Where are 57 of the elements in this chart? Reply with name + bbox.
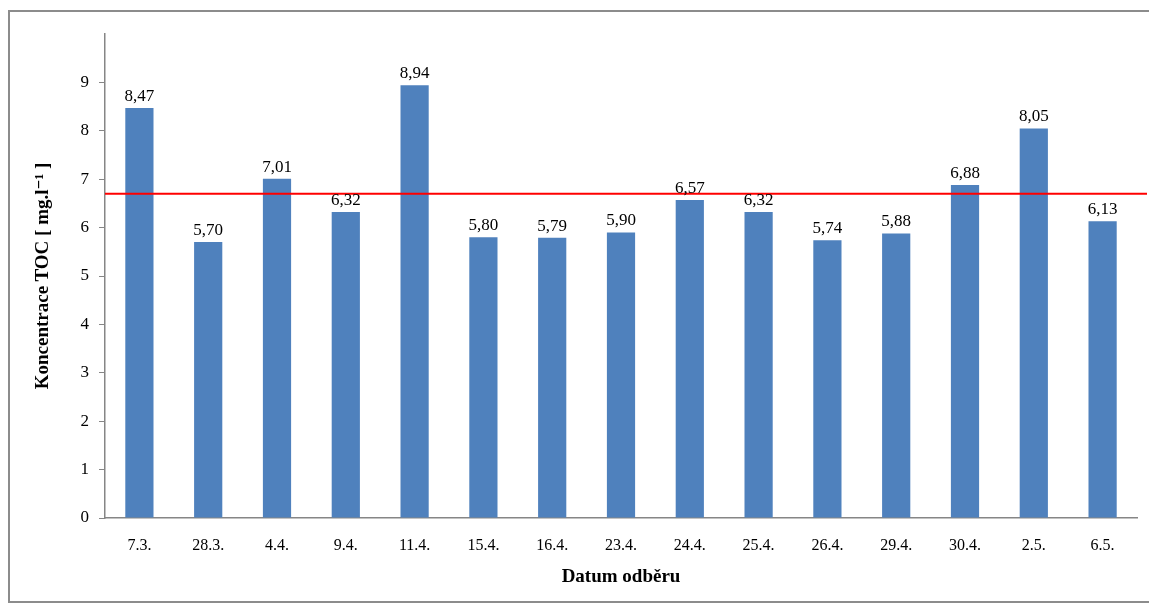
- y-tick-label: 3: [80, 362, 89, 382]
- x-tick-label: 26.4.: [811, 535, 844, 553]
- data-label: 6,13: [1087, 199, 1118, 219]
- bar: [1088, 221, 1117, 518]
- y-tick-label: 2: [80, 410, 89, 430]
- bar: [675, 200, 704, 518]
- data-label: 5,80: [468, 215, 499, 235]
- y-tick-label: 9: [80, 71, 89, 91]
- bar: [331, 212, 360, 518]
- data-label: 5,88: [881, 211, 912, 231]
- data-label: 5,90: [606, 210, 636, 230]
- x-tick-label: 9.4.: [333, 535, 358, 553]
- bar: [400, 85, 429, 518]
- data-label: 6,32: [330, 190, 361, 210]
- bar: [469, 237, 498, 518]
- y-tick-label: 0: [80, 507, 89, 527]
- bar: [194, 242, 223, 518]
- x-tick-label: 24.4.: [673, 535, 706, 553]
- data-label: 8,94: [399, 63, 430, 83]
- y-tick-label: 6: [80, 217, 89, 237]
- x-tick-label: 30.4.: [949, 535, 981, 553]
- x-tick-label: 6.5.: [1090, 535, 1115, 553]
- y-tick-label: 4: [80, 313, 90, 333]
- data-label: 8,05: [1018, 106, 1049, 126]
- x-tick-label: 11.4.: [398, 535, 431, 553]
- x-tick-label: 25.4.: [742, 535, 775, 553]
- data-label: 6,32: [743, 190, 774, 210]
- x-tick-label: 4.4.: [265, 535, 289, 553]
- x-tick-label: 29.4.: [880, 535, 913, 553]
- data-label: 5,79: [537, 215, 568, 235]
- x-tick-label: 15.4.: [467, 535, 500, 553]
- x-tick-label: 23.4.: [605, 535, 637, 553]
- data-label: 7,01: [262, 156, 292, 176]
- bar: [1019, 128, 1048, 518]
- x-tick-label: 28.3.: [192, 535, 225, 553]
- data-label: 8,47: [124, 86, 155, 106]
- data-label: 6,57: [674, 177, 706, 197]
- data-label: 5,70: [193, 220, 224, 240]
- y-axis-title: Koncentrace TOC [ mg.l⁻¹ ]: [31, 162, 53, 390]
- x-tick-label: 7.3.: [127, 535, 152, 553]
- bar: [262, 178, 292, 518]
- y-tick-label: 8: [80, 120, 89, 140]
- bar: [813, 240, 842, 518]
- bar: [125, 108, 154, 518]
- y-tick-label: 1: [80, 459, 89, 479]
- x-tick-label: 16.4.: [536, 535, 569, 553]
- y-tick-label: 5: [80, 265, 89, 285]
- bar: [538, 237, 567, 518]
- data-label: 6,88: [950, 162, 980, 182]
- bar: [744, 212, 773, 518]
- bar: [606, 232, 636, 518]
- bar: [882, 233, 911, 518]
- data-label: 5,74: [812, 218, 843, 238]
- y-tick-label: 7: [80, 168, 90, 188]
- x-axis-title: Datum odběru: [561, 564, 681, 586]
- x-tick-label: 2.5.: [1021, 535, 1046, 553]
- bar: [950, 185, 980, 518]
